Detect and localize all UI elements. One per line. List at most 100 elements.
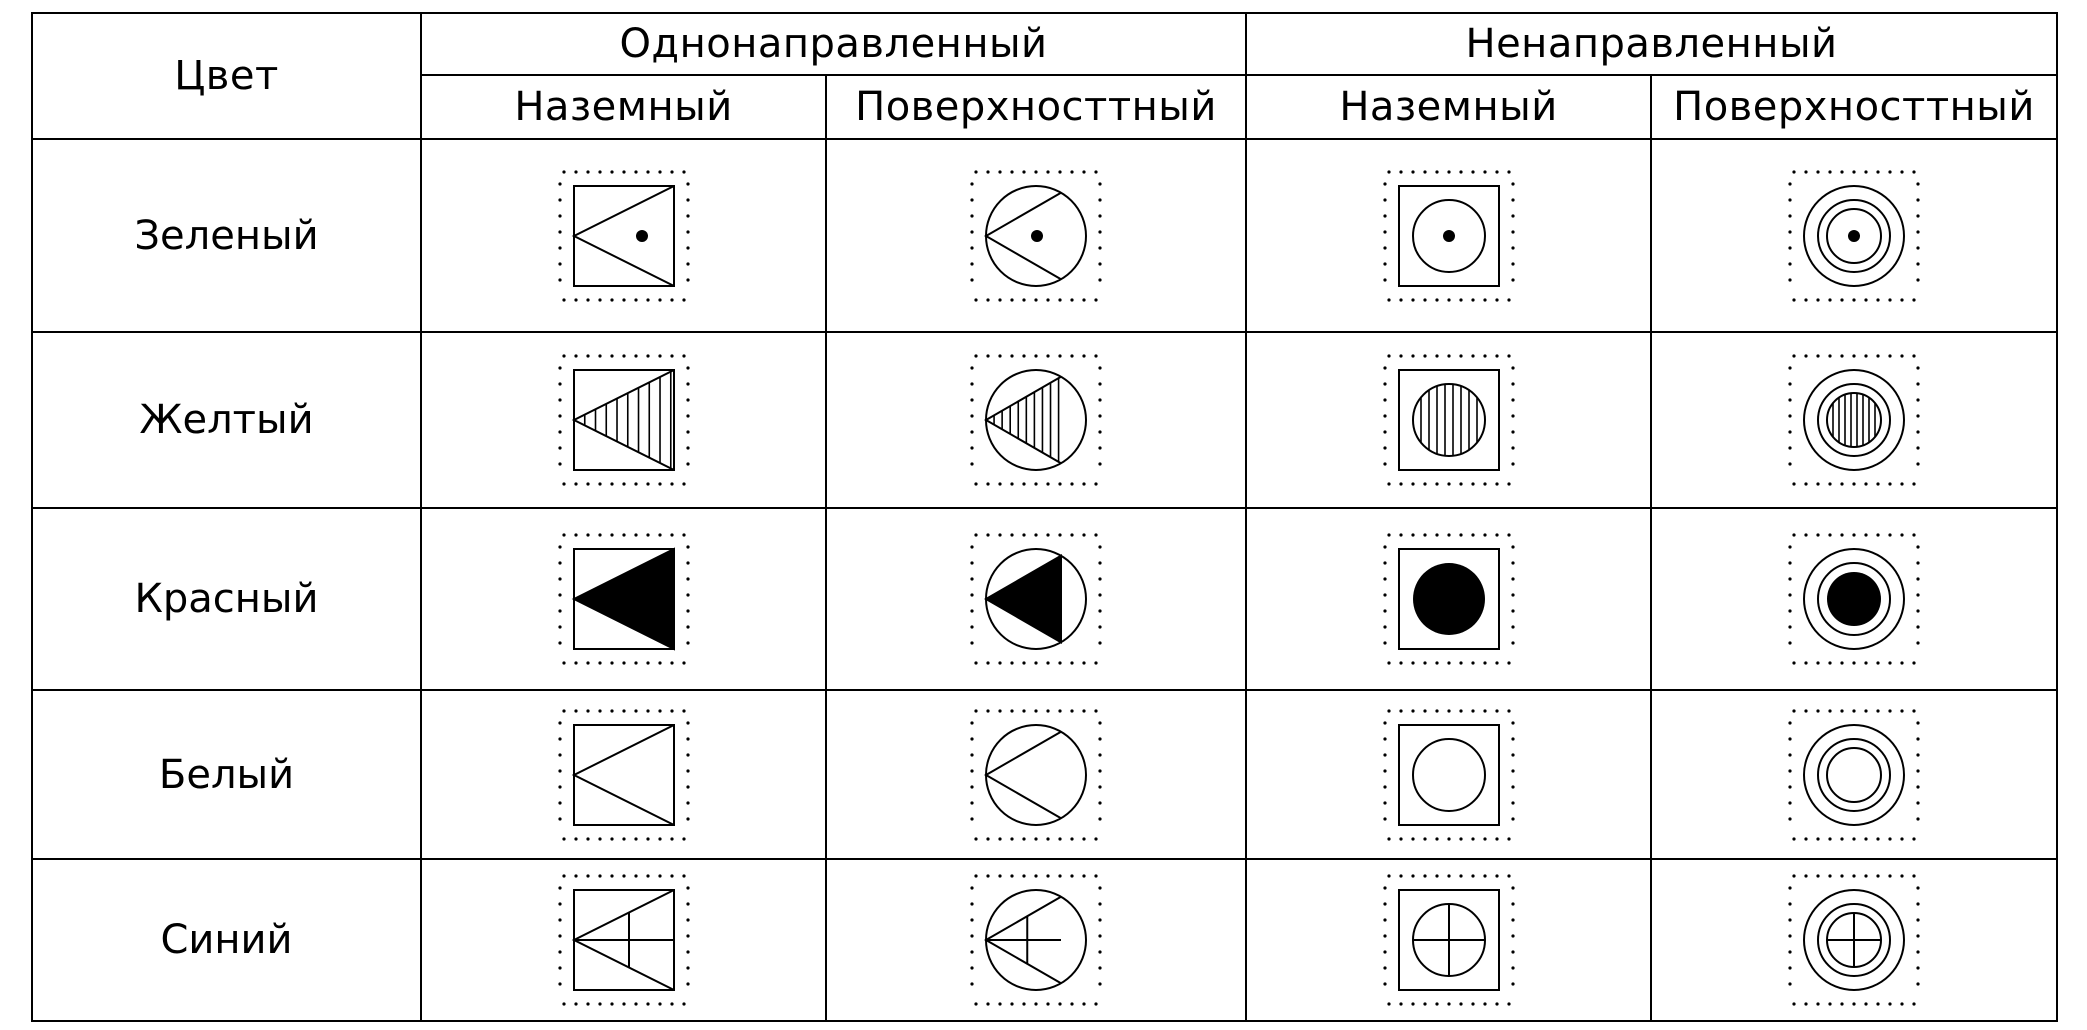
symbol-cell [825, 331, 1247, 509]
table-row: Синий [31, 858, 2059, 1022]
table-row: Зеленый [31, 138, 2059, 333]
light-symbol-icon [1788, 533, 1920, 665]
light-symbol-icon [1382, 533, 1515, 665]
header-group-unidirectional: Однонаправленный [420, 12, 1247, 76]
light-symbol-icon [1788, 354, 1920, 486]
table-row: Белый [31, 689, 2059, 860]
dotted-grid-frame [1382, 354, 1515, 486]
dotted-grid-frame [1382, 708, 1515, 841]
symbol-cell [1245, 331, 1652, 509]
header-uni-surface: Поверхносттный [825, 74, 1247, 140]
circle-frame [985, 723, 1087, 826]
triangle-lines [571, 369, 674, 471]
inner-circle [1826, 746, 1882, 803]
header-uni-ground: Наземный [420, 74, 827, 140]
symbol-cell [1245, 689, 1652, 860]
dotted-grid-frame [1382, 533, 1515, 665]
symbol-cell [825, 689, 1247, 860]
light-symbol-icon [557, 169, 690, 302]
header-omni-ground: Наземный [1245, 74, 1652, 140]
table-row: Красный [31, 507, 2059, 691]
center-dot [1848, 229, 1860, 242]
dotted-grid-frame [970, 533, 1102, 665]
light-symbol-icon [557, 354, 690, 486]
dotted-grid-frame [557, 169, 690, 302]
symbol-cell [1649, 507, 2059, 691]
light-symbol-icon [1382, 354, 1515, 486]
inner-circle-frame [1817, 198, 1891, 273]
outer-circle-frame [1803, 184, 1905, 287]
dotted-grid-frame [1788, 169, 1920, 302]
symbol-cell [825, 858, 1247, 1022]
cut-off-caption-text-fragments [0, 0, 2087, 12]
dotted-grid-frame [970, 354, 1102, 486]
light-symbol-icon [557, 708, 690, 841]
light-symbol-icon [970, 874, 1102, 1006]
light-symbol-icon [970, 708, 1102, 841]
triangle-lines [571, 723, 674, 826]
light-symbol-icon [1382, 169, 1515, 302]
dotted-grid-frame [970, 169, 1102, 302]
dotted-grid-frame [1788, 708, 1920, 841]
dotted-grid-frame [1382, 874, 1515, 1006]
center-dot [1442, 229, 1455, 242]
square-frame [1397, 369, 1500, 471]
light-symbol-icon [557, 533, 690, 665]
dotted-grid-frame [557, 533, 690, 665]
vertical-hatch [993, 378, 1060, 462]
symbol-cell [1245, 138, 1652, 333]
inner-circle-frame [1817, 737, 1891, 812]
cut-off-caption [0, 0, 2087, 12]
dotted-grid-frame [1788, 354, 1920, 486]
dotted-grid-frame [557, 354, 690, 486]
outer-circle-frame [1803, 889, 1905, 991]
square-frame [1397, 889, 1500, 991]
solid-triangle [983, 553, 1062, 645]
solid-inner-circle [1412, 563, 1485, 635]
inner-circle [1826, 207, 1882, 264]
header-omni-surface: Поверхносттный [1649, 74, 2059, 140]
light-symbol-icon [557, 874, 690, 1006]
dotted-grid-frame [970, 708, 1102, 841]
square-frame [1397, 548, 1500, 650]
row-color-label: Красный [31, 507, 422, 691]
inner-circle [1826, 392, 1882, 448]
square-frame [572, 723, 675, 826]
symbol-cell [420, 507, 827, 691]
solid-inner-circle [1827, 572, 1881, 626]
square-frame [572, 184, 675, 287]
symbol-cell [1649, 138, 2059, 333]
triangle-lines [983, 730, 1062, 819]
dotted-grid-frame [1788, 533, 1920, 665]
vertical-hatch [1832, 393, 1876, 447]
light-symbol-icon [970, 354, 1102, 486]
square-frame [1397, 723, 1500, 826]
triangle-lines [571, 184, 674, 287]
vertical-hatch [1419, 384, 1478, 456]
symbol-cell [1245, 858, 1652, 1022]
outer-circle-frame [1803, 369, 1905, 471]
symbol-cell [420, 138, 827, 333]
symbol-cell [420, 689, 827, 860]
symbol-cell [825, 138, 1247, 333]
outer-circle-frame [1803, 723, 1905, 826]
lighting-symbol-table: Цвет Однонаправленный Ненаправленный Наз… [31, 12, 2059, 1022]
square-frame [572, 369, 675, 471]
table-row: Желтый [31, 331, 2059, 509]
light-symbol-icon [1382, 708, 1515, 841]
center-dot [1031, 229, 1043, 242]
circle-frame [985, 369, 1087, 471]
symbol-cell [420, 331, 827, 509]
outer-circle-frame [1803, 548, 1905, 650]
light-symbol-icon [970, 533, 1102, 665]
dotted-grid-frame [557, 708, 690, 841]
header-color: Цвет [31, 12, 422, 140]
light-symbol-icon [1788, 169, 1920, 302]
header-group-omnidirectional: Ненаправленный [1244, 12, 2059, 76]
symbol-cell [420, 858, 827, 1022]
symbol-cell [825, 507, 1247, 691]
symbol-cell [1649, 858, 2059, 1022]
inner-circle-frame [1817, 383, 1891, 457]
dotted-grid-frame [557, 874, 690, 1006]
inner-circle-frame [1817, 562, 1891, 636]
